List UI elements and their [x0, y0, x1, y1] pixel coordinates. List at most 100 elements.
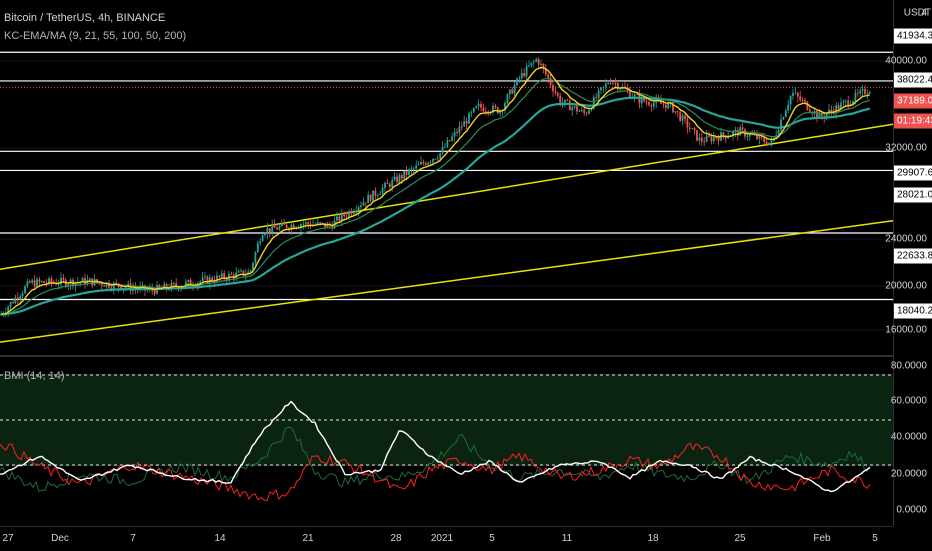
candle-body	[228, 273, 230, 280]
candle-body	[640, 97, 643, 104]
candle-body	[62, 277, 65, 280]
candle-body	[578, 110, 581, 112]
candle-body	[374, 190, 377, 196]
candle-body	[799, 96, 802, 101]
bmi-red-line	[0, 442, 871, 502]
candle-body	[112, 282, 115, 289]
bmi-tick: 40.0000	[890, 431, 927, 443]
candle-body	[753, 134, 756, 136]
candle-body	[540, 63, 542, 65]
candle-body	[237, 271, 240, 273]
candle-body	[480, 103, 482, 108]
candle-body	[451, 136, 454, 141]
candle-body	[537, 59, 540, 65]
candle-body	[667, 102, 670, 109]
candle-body	[835, 105, 838, 114]
candle-body	[684, 115, 686, 119]
currency-label[interactable]: USDT	[903, 7, 931, 19]
oscillator-label[interactable]: BMI (14, 14)	[4, 370, 65, 382]
candle-body	[763, 137, 766, 142]
candle-body	[172, 282, 175, 284]
candle-body	[338, 216, 341, 222]
candle-body	[384, 182, 386, 188]
candle-body	[844, 100, 847, 102]
candle-body	[283, 222, 286, 225]
candle-body	[386, 182, 389, 184]
candle-body	[722, 132, 725, 136]
candle-body	[784, 110, 787, 118]
candle-body	[693, 128, 696, 131]
candle-body	[715, 137, 718, 139]
candle-body	[698, 137, 701, 141]
time-tick: 27	[2, 533, 14, 544]
candle-body	[494, 105, 497, 108]
candle-body	[602, 86, 605, 88]
candle-body	[108, 282, 110, 288]
candle-body	[285, 224, 288, 229]
candle-body	[552, 84, 554, 92]
candle-body	[801, 100, 804, 101]
horizontal-levels	[0, 51, 893, 301]
trendline	[0, 123, 894, 271]
candle-body	[864, 88, 866, 95]
candle-body	[367, 194, 370, 204]
price-axis[interactable]: 4 USDT 40000.00 32000.00 24000.00 20000.…	[885, 0, 932, 526]
candle-body	[710, 136, 713, 142]
candle-body	[686, 118, 689, 128]
candle-body	[408, 169, 410, 175]
candle-body	[568, 100, 571, 111]
candle-body	[530, 62, 533, 66]
candle-body	[235, 272, 238, 279]
candle-body	[511, 89, 514, 94]
candle-body	[165, 283, 168, 289]
candle-body	[556, 92, 559, 96]
candle-body	[204, 276, 206, 278]
candle-body	[840, 102, 842, 109]
candle-body	[672, 101, 674, 113]
candle-body	[388, 183, 391, 188]
candle-body	[340, 213, 343, 222]
candle-body	[319, 222, 322, 224]
candle-body	[189, 279, 192, 286]
candle-body	[849, 103, 852, 106]
level-tag: 28021.08	[894, 187, 932, 203]
trendline	[0, 220, 894, 343]
candle-body	[794, 92, 797, 94]
candle-body	[472, 108, 475, 112]
candle-body	[74, 282, 77, 287]
candle-body	[508, 89, 511, 95]
candle-body	[664, 104, 667, 109]
candle-body	[427, 162, 430, 165]
candle-body	[81, 277, 84, 282]
bmi-oscillator	[0, 374, 893, 502]
candle-body	[0, 314, 2, 316]
candle-body	[103, 285, 106, 287]
time-axis[interactable]: 27 Dec 7 14 21 28 2021 5 11 18 25 Feb 5	[0, 526, 893, 551]
candle-body	[278, 226, 281, 230]
candle-body	[499, 110, 502, 114]
candle-body	[355, 210, 358, 212]
time-tick: 5	[872, 533, 878, 544]
candle-body	[376, 194, 379, 196]
bmi-tick: 0.0000	[896, 504, 927, 516]
candle-body	[316, 222, 319, 225]
candle-body	[12, 301, 14, 304]
candle-body	[345, 215, 348, 217]
candle-body	[434, 158, 437, 160]
candle-body	[770, 140, 773, 143]
candle-body	[429, 161, 432, 163]
candle-body	[612, 82, 614, 84]
candle-body	[19, 296, 22, 300]
moving-averages	[0, 66, 871, 316]
candle-body	[518, 78, 521, 79]
candle-body	[146, 289, 149, 291]
candle-body	[643, 97, 646, 102]
indicator-label[interactable]: KC-EMA/MA (9, 21, 55, 100, 50, 200)	[4, 30, 187, 42]
candle-body	[633, 94, 636, 97]
candle-body	[475, 106, 478, 109]
chart-title: Bitcoin / TetherUS, 4h, BINANCE	[4, 12, 166, 24]
candle-body	[566, 99, 569, 101]
candle-body	[650, 104, 653, 107]
candle-body	[57, 284, 60, 285]
